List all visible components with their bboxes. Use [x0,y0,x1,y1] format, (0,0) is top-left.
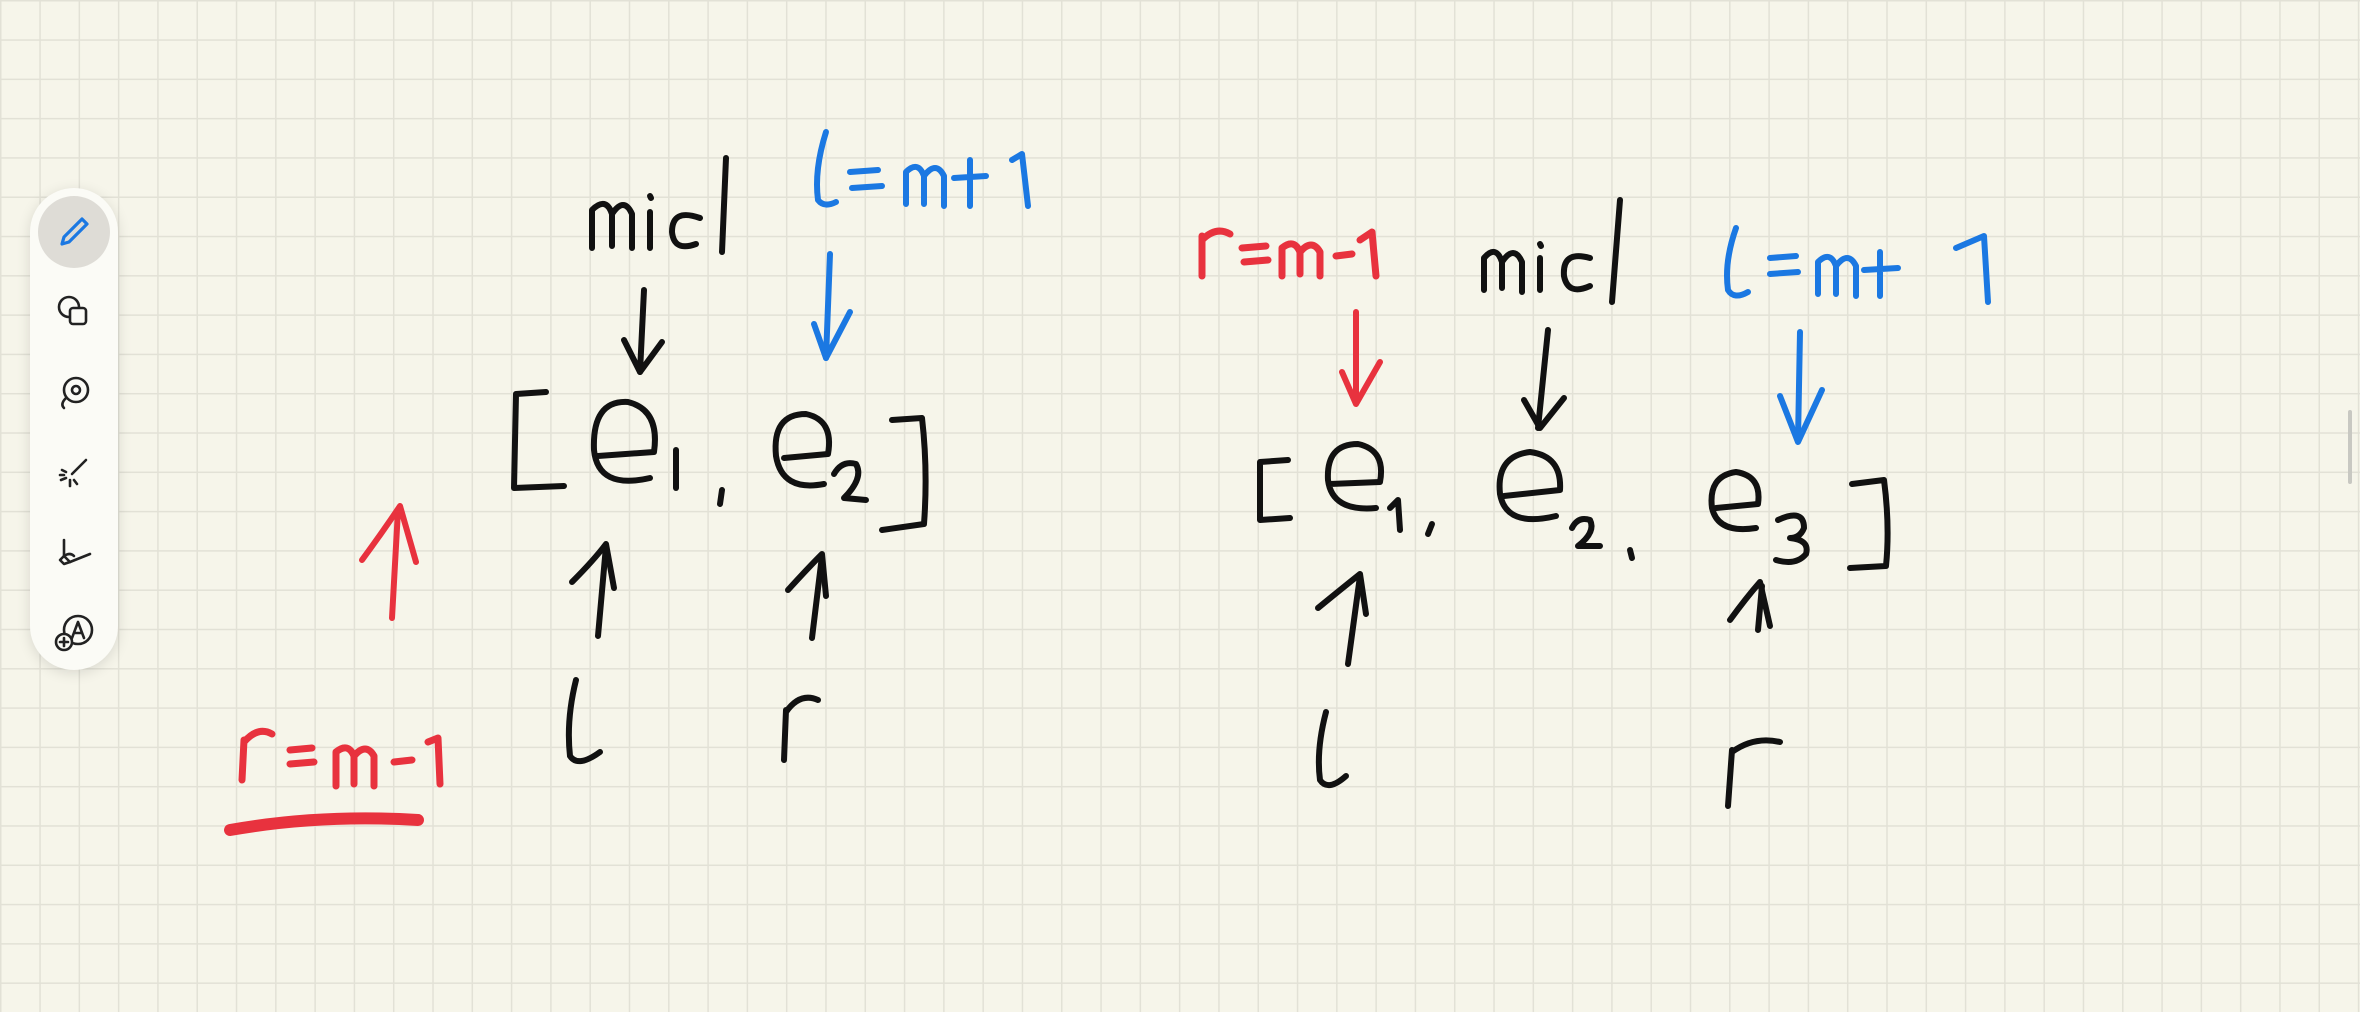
right-r-assign-label [1198,227,1380,280]
right-array-label [1257,441,1891,571]
shapes-tool-button[interactable] [38,276,110,348]
left-red-underline [224,812,424,836]
right-l-assign-label [1724,225,1991,305]
lasso-icon [61,376,90,410]
right-r-up-arrow [1727,579,1773,633]
highlighter-icon [58,458,88,488]
left-mid-label [589,155,729,255]
left-red-up-arrow [359,503,419,621]
left-l-up-arrow [569,541,617,639]
vertical-scroll-handle[interactable] [2348,410,2352,484]
left-mid-down-arrow [621,287,665,375]
shapes-icon [57,295,88,326]
eraser-icon [58,538,92,566]
left-r-assign-label [238,727,444,790]
left-pointer-r-label [781,694,821,763]
right-mid-down-arrow [1521,327,1567,431]
tool-palette [30,188,118,670]
left-array-label [511,389,929,533]
highlighter-tool-button[interactable] [38,436,110,508]
add-insert-tool-button[interactable] [38,596,110,668]
add-insert-icon [54,614,94,652]
right-pointer-l-label [1315,709,1349,789]
eraser-tool-button[interactable] [38,516,110,588]
left-l-down-arrow [811,251,853,361]
right-l-up-arrow [1315,571,1369,667]
pen-tool-button[interactable] [38,196,110,268]
left-l-assign-label [814,129,1031,209]
left-pointer-l-label [565,677,603,765]
right-r-down-arrow [1339,309,1383,407]
lasso-tool-button[interactable] [38,356,110,428]
right-l-down-arrow [1777,329,1825,445]
pen-icon [60,217,89,246]
left-r-up-arrow [785,551,829,641]
right-pointer-r-label [1725,737,1783,809]
right-mid-label [1481,197,1623,305]
